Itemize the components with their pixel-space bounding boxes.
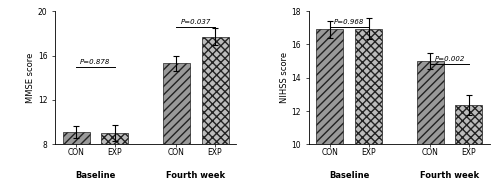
Text: P=0.037: P=0.037: [180, 19, 211, 25]
Text: P=0.878: P=0.878: [80, 59, 110, 65]
Bar: [163, 63, 190, 144]
Bar: [202, 37, 228, 144]
Text: Baseline: Baseline: [329, 171, 370, 180]
Bar: [416, 61, 444, 144]
Bar: [355, 29, 382, 144]
Text: Fourth week: Fourth week: [420, 171, 479, 180]
Text: Baseline: Baseline: [76, 171, 116, 180]
Bar: [62, 132, 90, 144]
Bar: [316, 29, 344, 144]
Text: P=0.968: P=0.968: [334, 19, 364, 25]
Bar: [102, 133, 128, 144]
Bar: [456, 105, 482, 144]
Y-axis label: NIHSS score: NIHSS score: [280, 52, 288, 103]
Y-axis label: MMSE score: MMSE score: [26, 53, 35, 103]
Text: P=0.002: P=0.002: [434, 56, 464, 62]
Text: Fourth week: Fourth week: [166, 171, 226, 180]
